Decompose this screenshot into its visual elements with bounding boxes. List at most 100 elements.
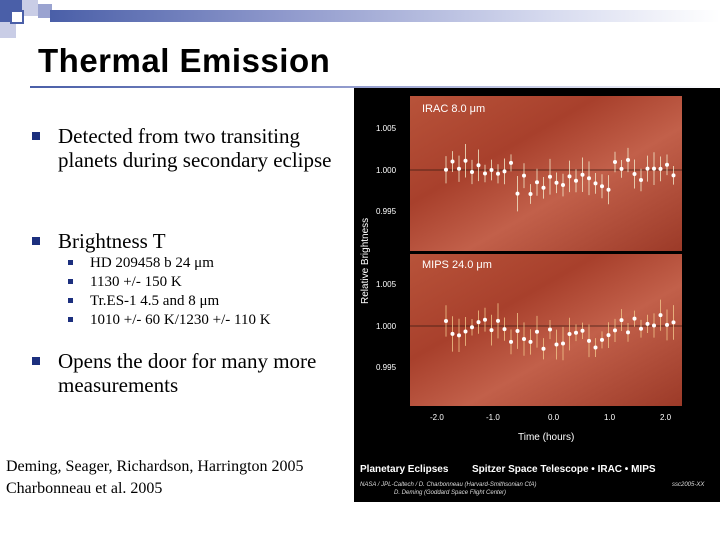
data-point	[593, 345, 598, 350]
y-tick-label: 1.005	[376, 124, 397, 133]
data-point	[574, 330, 578, 335]
data-point	[483, 317, 487, 322]
panel-bottom-background	[410, 254, 682, 406]
panel-bottom-label: MIPS 24.0 μm	[422, 259, 492, 271]
data-point	[489, 328, 494, 333]
data-point	[600, 184, 604, 189]
eclipse-figure: IRAC 8.0 μm MIPS 24.0 μm 1.005 1.000 0.9…	[354, 88, 720, 502]
y-tick-label: 0.995	[376, 207, 397, 216]
data-points-group	[444, 143, 676, 361]
data-point	[496, 171, 500, 176]
data-point	[652, 323, 656, 328]
square-sub-bullet-icon	[68, 317, 73, 322]
data-point	[444, 167, 448, 172]
eclipse-figure-svg: IRAC 8.0 μm MIPS 24.0 μm 1.005 1.000 0.9…	[360, 96, 705, 496]
data-point	[463, 158, 468, 163]
y-tick-label: 1.000	[376, 166, 397, 175]
y-tick-label: 0.995	[376, 363, 397, 372]
data-point	[535, 329, 539, 334]
data-point	[541, 185, 546, 190]
data-point	[522, 173, 526, 178]
citation-line: Charbonneau et al. 2005	[6, 480, 163, 497]
x-tick-label: 0.0	[548, 413, 560, 422]
y-tick-label: 1.005	[376, 280, 397, 289]
data-point	[509, 339, 513, 344]
bullet-brightness: Brightness T	[32, 229, 332, 253]
data-point	[457, 333, 461, 338]
data-point	[502, 327, 507, 332]
sub-bullet-text: HD 209458 b 24 μm	[90, 255, 214, 271]
data-point	[652, 166, 656, 171]
x-tick-label: 1.0	[604, 413, 616, 422]
sub-bullet-item: 1010 +/- 60 K/1230 +/- 110 K	[64, 311, 354, 330]
data-point	[639, 178, 643, 183]
footer-title: Planetary Eclipses	[360, 464, 449, 475]
data-point	[450, 331, 455, 336]
sub-bullet-item: Tr.ES-1 4.5 and 8 μm	[64, 292, 354, 311]
x-tick-label: 2.0	[660, 413, 672, 422]
y-tick-label: 1.000	[376, 322, 397, 331]
data-point	[574, 178, 578, 183]
sub-bullet-text: 1130 +/- 150 K	[90, 274, 182, 290]
data-point	[541, 346, 546, 351]
sub-bullet-list: HD 209458 b 24 μm 1130 +/- 150 K Tr.ES-1…	[64, 254, 354, 330]
citation-block: Deming, Seager, Richardson, Harrington 2…	[6, 456, 304, 500]
footer-code: ssc2005-XX	[672, 482, 705, 488]
data-point	[587, 176, 591, 181]
data-point	[580, 172, 585, 177]
data-point	[626, 330, 630, 335]
data-point	[463, 329, 468, 334]
header-gradient-bar	[50, 10, 720, 22]
square-sub-bullet-icon	[68, 298, 73, 303]
footer-credit-1: NASA / JPL-Caltech / D. Charbonneau (Har…	[360, 482, 537, 488]
data-point	[502, 169, 507, 174]
data-point	[619, 318, 624, 323]
data-point	[606, 187, 611, 192]
corner-square-outline	[10, 10, 24, 24]
data-point	[671, 320, 676, 325]
square-sub-bullet-icon	[68, 260, 73, 265]
bullet-text: Opens the door for many more measurement…	[58, 349, 317, 397]
panel-top-label: IRAC 8.0 μm	[422, 103, 485, 115]
data-point	[645, 321, 650, 326]
data-point	[626, 158, 630, 163]
data-point	[483, 171, 487, 176]
data-point	[665, 162, 669, 167]
data-point	[567, 332, 572, 337]
data-point	[606, 333, 611, 338]
data-point	[444, 318, 448, 323]
data-point	[554, 342, 559, 347]
data-point	[613, 328, 617, 333]
square-sub-bullet-icon	[68, 279, 73, 284]
panel-top-background	[410, 96, 682, 251]
data-point	[658, 313, 663, 318]
sub-bullet-text: 1010 +/- 60 K/1230 +/- 110 K	[90, 312, 271, 328]
data-point	[522, 337, 526, 342]
data-point	[496, 318, 500, 323]
data-point	[632, 316, 637, 321]
data-point	[561, 183, 565, 188]
data-point	[457, 166, 461, 171]
bullet-opens-door: Opens the door for many more measurement…	[32, 349, 342, 397]
square-bullet-icon	[32, 357, 40, 365]
data-point	[489, 167, 494, 172]
data-point	[515, 328, 520, 333]
data-point	[600, 337, 604, 342]
data-point	[658, 166, 663, 171]
data-point	[470, 169, 474, 174]
data-point	[548, 327, 552, 332]
footer-credit-2: D. Deming (Goddard Space Flight Center)	[394, 490, 506, 496]
data-point	[567, 174, 572, 179]
data-point	[645, 166, 650, 171]
bullet-text: Detected from two transiting planets dur…	[58, 124, 332, 172]
data-point	[548, 174, 552, 179]
bullet-text: Brightness T	[58, 229, 166, 253]
data-point	[470, 325, 474, 330]
data-point	[528, 339, 533, 344]
data-point	[632, 171, 637, 176]
title-underline	[30, 86, 720, 88]
data-point	[671, 173, 676, 178]
footer-mission: Spitzer Space Telescope • IRAC • MIPS	[472, 464, 656, 475]
data-point	[639, 326, 643, 331]
data-point	[515, 191, 520, 196]
